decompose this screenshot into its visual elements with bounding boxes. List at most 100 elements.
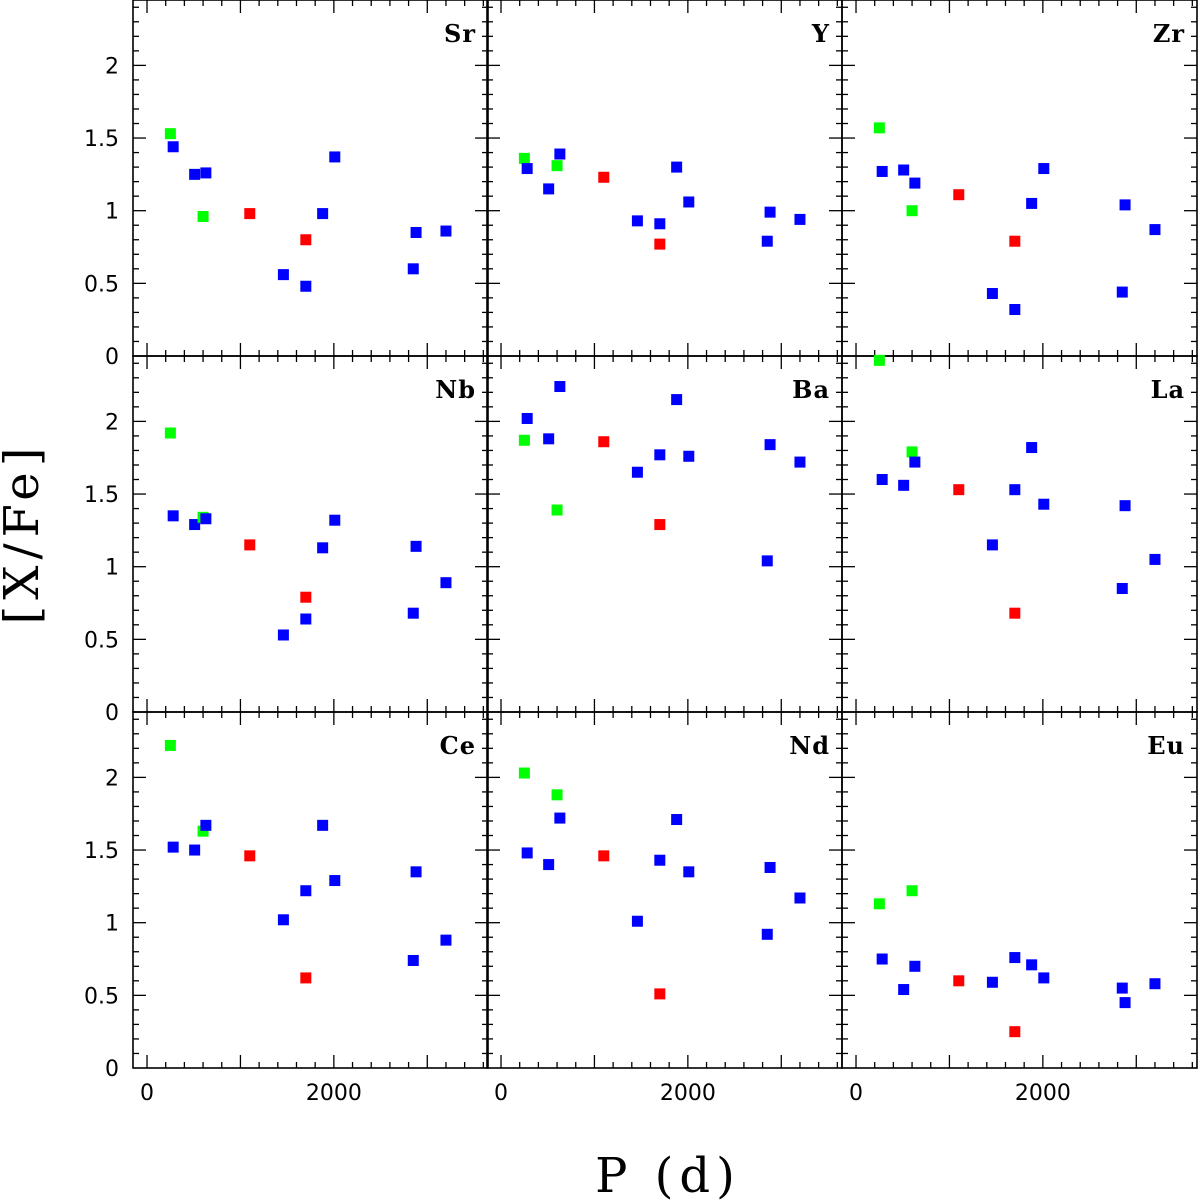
data-point-blue	[200, 167, 212, 179]
data-point-red	[654, 988, 666, 1000]
data-point-blue	[440, 577, 452, 589]
data-point-blue	[1038, 163, 1050, 175]
y-tick-label: 1.5	[84, 483, 119, 508]
data-point-blue	[986, 539, 998, 551]
data-point-blue	[407, 607, 419, 619]
data-point-blue	[631, 215, 643, 227]
data-point-blue	[167, 141, 179, 153]
data-point-blue	[407, 954, 419, 966]
panel-frame	[132, 711, 489, 1069]
panel-y: Y	[486, 0, 843, 357]
data-point-red	[598, 436, 610, 448]
panel-label-nd: Nd	[789, 731, 830, 760]
panel-frame	[132, 0, 489, 357]
data-point-blue	[554, 381, 566, 393]
data-point-blue	[554, 812, 566, 824]
y-tick-label: 0	[105, 345, 119, 370]
y-tick-label: 2	[105, 54, 119, 79]
y-tick-label: 0	[105, 701, 119, 726]
data-point-blue	[683, 450, 695, 462]
panel-sr: 0 0.5 1 1.5 2 Sr	[84, 0, 489, 370]
panel-nd: 0 2000 Nd	[486, 711, 843, 1106]
data-point-blue	[876, 474, 888, 486]
data-point-blue	[521, 847, 533, 859]
x-tick-label: 0	[494, 1081, 508, 1106]
data-point-red	[953, 484, 965, 496]
data-point-green	[906, 885, 918, 897]
data-point-blue	[1116, 286, 1128, 298]
data-point-blue	[329, 875, 341, 887]
data-point-green	[906, 446, 918, 458]
data-point-red	[953, 189, 965, 201]
panel-label-ba: Ba	[792, 375, 830, 404]
data-point-blue	[1026, 959, 1038, 971]
panel-zr: Zr	[841, 0, 1198, 357]
panel-label-sr: Sr	[444, 19, 476, 48]
data-point-blue	[1119, 500, 1131, 512]
x-tick-label: 2000	[306, 1081, 362, 1106]
y-tick-label: 1	[105, 200, 119, 225]
x-tick-label: 0	[849, 1081, 863, 1106]
data-point-blue	[277, 269, 289, 281]
data-point-green	[873, 354, 885, 366]
panel-ce: 0 0.5 1 1.5 2 0 2000 Ce	[84, 711, 489, 1106]
x-tick-label: 0	[140, 1081, 154, 1106]
data-point-blue	[671, 161, 683, 173]
data-point-blue	[671, 814, 683, 826]
data-point-blue	[909, 960, 921, 972]
data-point-blue	[761, 235, 773, 247]
data-point-green	[164, 128, 176, 140]
data-point-green	[518, 767, 530, 779]
panel-frame	[841, 355, 1198, 713]
data-point-blue	[1116, 982, 1128, 994]
data-point-blue	[189, 844, 201, 856]
data-point-green	[873, 122, 885, 134]
data-point-blue	[300, 280, 312, 292]
x-tick-label: 2000	[660, 1081, 716, 1106]
data-point-green	[197, 825, 209, 837]
panel-label-la: La	[1151, 375, 1185, 404]
data-point-blue	[764, 439, 776, 451]
data-point-red	[598, 171, 610, 183]
y-tick-label: 1.5	[84, 127, 119, 152]
data-point-blue	[1026, 442, 1038, 454]
data-point-blue	[1149, 224, 1161, 236]
panel-frame	[486, 0, 843, 357]
data-point-green	[551, 789, 563, 801]
data-point-blue	[277, 629, 289, 641]
data-point-blue	[898, 984, 910, 996]
x-tick-label: 2000	[1015, 1081, 1071, 1106]
y-tick-label: 0.5	[84, 984, 119, 1009]
y-tick-label: 0.5	[84, 628, 119, 653]
data-point-blue	[898, 164, 910, 176]
data-point-red	[244, 208, 256, 220]
data-point-blue	[1149, 553, 1161, 565]
data-point-blue	[1119, 997, 1131, 1009]
data-point-blue	[1009, 484, 1021, 496]
data-point-blue	[909, 177, 921, 189]
panel-nb: 0 0.5 1 1.5 2 Nb	[84, 355, 489, 726]
data-point-blue	[986, 288, 998, 300]
panel-grid: 0 0.5 1 1.5 2 Sr Y Zr 0 0.5 1 1.5 2 Nb Ba La 0 0.5 1 1.5 2 0 2…	[84, 0, 1198, 1106]
data-point-blue	[1119, 199, 1131, 211]
data-point-blue	[300, 885, 312, 897]
data-point-green	[551, 160, 563, 172]
data-point-blue	[521, 163, 533, 175]
data-point-blue	[761, 555, 773, 567]
data-point-red	[300, 234, 312, 246]
data-point-red	[1009, 235, 1021, 247]
panel-label-nb: Nb	[435, 375, 476, 404]
data-point-blue	[1009, 952, 1021, 964]
data-point-blue	[671, 394, 683, 406]
data-point-blue	[200, 819, 212, 831]
data-point-green	[906, 205, 918, 217]
panel-label-y: Y	[811, 19, 830, 48]
data-point-green	[518, 434, 530, 446]
data-point-blue	[654, 218, 666, 230]
data-point-blue	[631, 466, 643, 478]
data-point-blue	[317, 208, 329, 220]
data-point-blue	[654, 449, 666, 461]
panel-frame	[841, 0, 1198, 357]
data-point-red	[300, 591, 312, 603]
